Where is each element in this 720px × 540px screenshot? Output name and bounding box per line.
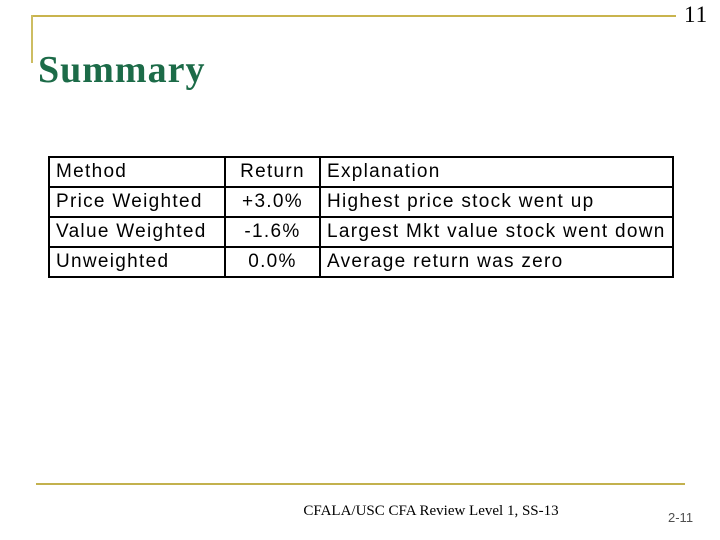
table-cell: Largest Mkt value stock went down (319, 216, 674, 248)
summary-table-head-row: Method Return Explanation (48, 156, 674, 188)
slide-title: Summary (38, 49, 206, 91)
footer-accent-line (36, 483, 685, 485)
table-cell: +3.0% (224, 186, 321, 218)
table-cell: Value Weighted (48, 216, 226, 248)
table-row: Value Weighted -1.6% Largest Mkt value sto… (48, 216, 674, 248)
footer-text: CFALA/USC CFA Review Level 1, SS-13 (303, 503, 559, 519)
table-cell: Unweighted (48, 246, 226, 278)
summary-table-body: Price Weighted +3.0% Highest price stock w… (48, 186, 674, 278)
summary-table: Method Return Explanation Price Weighted +3… (48, 156, 674, 278)
column-header: Method (48, 156, 226, 188)
column-header: Explanation (319, 156, 674, 188)
column-header: Return (224, 156, 321, 188)
table-cell: Price Weighted (48, 186, 226, 218)
table-row: Unweighted 0.0% Average return was zero (48, 246, 674, 278)
slide-number: 11 (684, 2, 709, 27)
table-cell: 0.0% (224, 246, 321, 278)
page-number: 2-11 (668, 510, 694, 525)
table-cell: -1.6% (224, 216, 321, 248)
title-bracket-line (31, 15, 33, 63)
table-cell: Highest price stock went up (319, 186, 674, 218)
table-row: Price Weighted +3.0% Highest price stock w… (48, 186, 674, 218)
top-accent-line (31, 15, 676, 17)
table-cell: Average return was zero (319, 246, 674, 278)
